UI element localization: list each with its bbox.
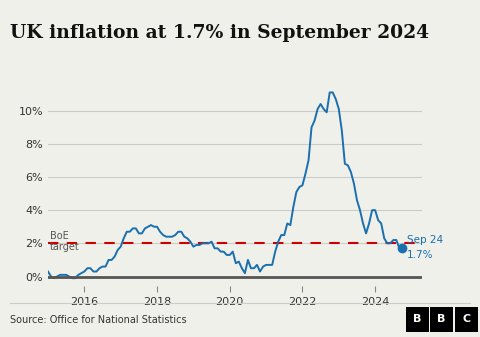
Text: BoE: BoE	[50, 231, 69, 241]
Text: target: target	[50, 242, 80, 252]
Text: C: C	[462, 314, 470, 324]
Text: 1.7%: 1.7%	[407, 250, 433, 260]
Text: Sep 24: Sep 24	[407, 235, 443, 245]
Text: B: B	[437, 314, 446, 324]
Text: Source: Office for National Statistics: Source: Office for National Statistics	[10, 315, 186, 325]
Text: UK inflation at 1.7% in September 2024: UK inflation at 1.7% in September 2024	[10, 24, 429, 41]
Text: B: B	[413, 314, 421, 324]
